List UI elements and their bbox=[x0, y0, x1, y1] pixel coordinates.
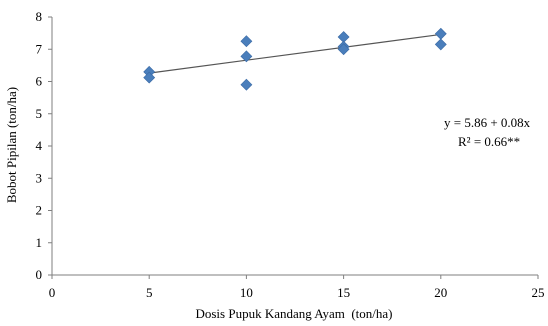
trendline-group bbox=[149, 33, 441, 74]
r-squared-label: R² = 0.66** bbox=[458, 134, 520, 149]
x-tick-label: 5 bbox=[146, 285, 153, 300]
x-tick-label: 20 bbox=[434, 285, 447, 300]
data-point-diamond bbox=[240, 50, 253, 63]
x-axis-title: Dosis Pupuk Kandang Ayam (ton/ha) bbox=[195, 306, 392, 321]
x-tick-label: 10 bbox=[240, 285, 253, 300]
regression-equation: y = 5.86 + 0.08x bbox=[444, 115, 531, 130]
y-tick-label: 4 bbox=[36, 138, 43, 153]
x-tick-label: 25 bbox=[532, 285, 545, 300]
y-tick-label: 0 bbox=[36, 267, 43, 282]
y-tick-label: 2 bbox=[36, 203, 43, 218]
y-tick-label: 8 bbox=[36, 9, 43, 24]
y-tick-label: 5 bbox=[36, 106, 43, 121]
regression-trendline bbox=[149, 33, 441, 74]
data-point-diamond bbox=[434, 27, 447, 40]
data-point-diamond bbox=[143, 71, 156, 84]
axis-ticks: 0 5 10 15 20 25 0 1 2 3 4 5 6 7 8 bbox=[36, 9, 545, 300]
y-tick-label: 6 bbox=[36, 74, 43, 89]
data-point-diamond bbox=[240, 78, 253, 91]
y-tick-label: 1 bbox=[36, 235, 43, 250]
data-point-diamond bbox=[337, 43, 350, 56]
data-point-diamond bbox=[434, 38, 447, 51]
y-tick-label: 3 bbox=[36, 170, 43, 185]
x-tick-label: 15 bbox=[337, 285, 350, 300]
x-tick-label: 0 bbox=[49, 285, 56, 300]
y-tick-label: 7 bbox=[36, 41, 43, 56]
data-points bbox=[143, 27, 447, 91]
y-axis-title: Bobot Pipilan (ton/ha) bbox=[4, 87, 19, 203]
data-point-diamond bbox=[240, 35, 253, 48]
